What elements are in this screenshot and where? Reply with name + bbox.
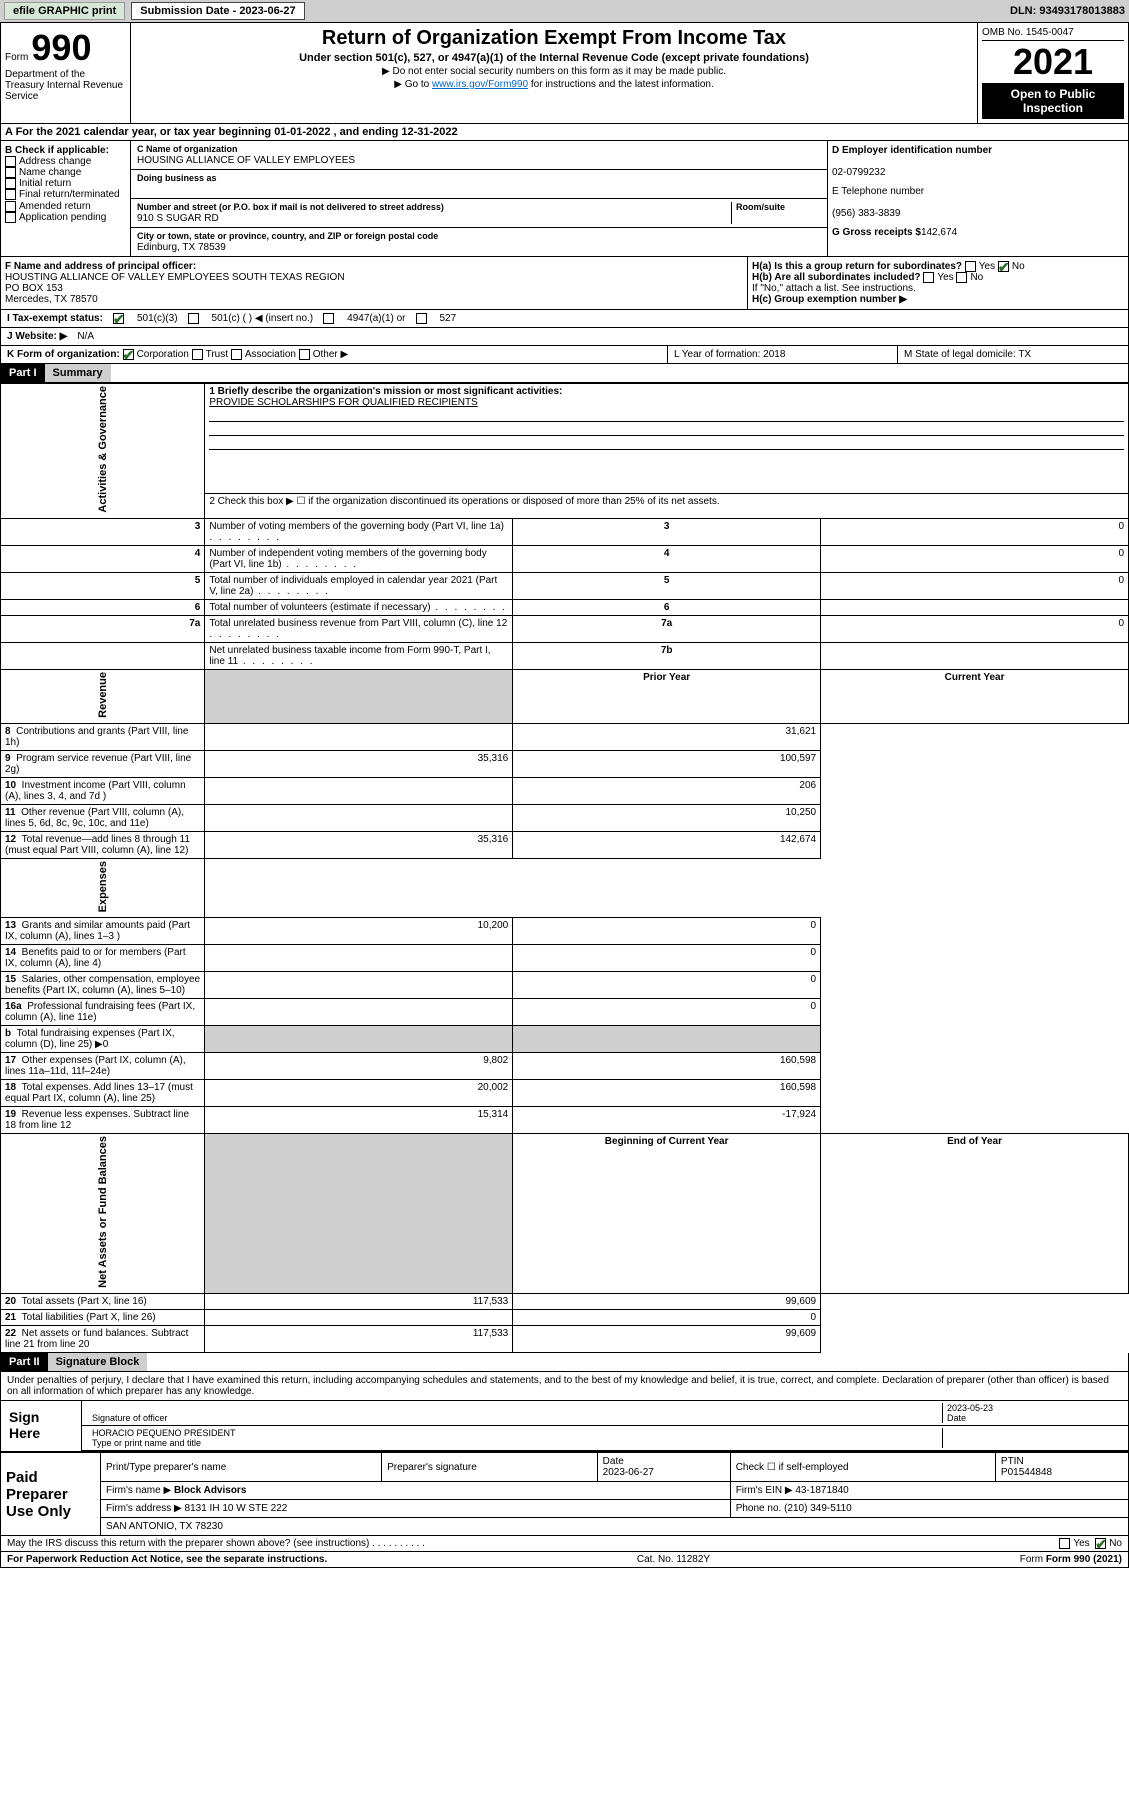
line2: 2 Check this box ▶ ☐ if the organization… xyxy=(205,493,1129,518)
i-501c3[interactable] xyxy=(113,313,124,324)
ha-label: H(a) Is this a group return for subordin… xyxy=(752,261,962,272)
summary-table: Activities & Governance 1 Briefly descri… xyxy=(0,383,1129,1353)
sign-date: 2023-05-23 xyxy=(947,1403,993,1413)
row-fh: F Name and address of principal officer:… xyxy=(0,257,1129,310)
ptin: P01544848 xyxy=(1001,1467,1052,1478)
form-title: Return of Organization Exempt From Incom… xyxy=(135,27,973,50)
hb-no[interactable] xyxy=(956,272,967,283)
col-d: D Employer identification number02-07992… xyxy=(828,141,1128,256)
org-city: Edinburg, TX 78539 xyxy=(137,242,226,253)
year-formation: L Year of formation: 2018 xyxy=(668,346,898,363)
efile-btn[interactable]: efile GRAPHIC print xyxy=(4,2,125,20)
col-b-label: B Check if applicable: xyxy=(5,145,109,156)
topbar: efile GRAPHIC print Submission Date - 20… xyxy=(0,0,1129,22)
checkbox-addr[interactable] xyxy=(5,156,16,167)
sect-exp: Expenses xyxy=(97,861,109,912)
officer-label: F Name and address of principal officer: xyxy=(5,261,196,272)
part1-header: Part I Summary xyxy=(0,364,1129,383)
hc-label: H(c) Group exemption number ▶ xyxy=(752,294,907,305)
telephone: (956) 383-3839 xyxy=(832,208,900,219)
omb: OMB No. 1545-0047 xyxy=(982,27,1124,41)
col-prior: Prior Year xyxy=(513,669,821,723)
ha-yes[interactable] xyxy=(965,261,976,272)
note-ssn: ▶ Do not enter social security numbers o… xyxy=(135,66,973,77)
col-c: C Name of organizationHOUSING ALLIANCE O… xyxy=(131,141,828,256)
col-beg: Beginning of Current Year xyxy=(513,1134,821,1294)
irs-link[interactable]: www.irs.gov/Form990 xyxy=(432,79,528,90)
tax-year: 2021 xyxy=(982,41,1124,83)
col-b: B Check if applicable: Address change Na… xyxy=(1,141,131,256)
preparer-table: Paid Preparer Use Only Print/Type prepar… xyxy=(0,1452,1129,1536)
k-trust[interactable] xyxy=(192,349,203,360)
row-k: K Form of organization: Corporation Trus… xyxy=(0,346,1129,364)
mission-label: 1 Briefly describe the organization's mi… xyxy=(209,386,562,397)
officer-val: HOUSTING ALLIANCE OF VALLEY EMPLOYEES SO… xyxy=(5,272,345,305)
dln: DLN: 93493178013883 xyxy=(1010,5,1125,17)
cat-no: Cat. No. 11282Y xyxy=(637,1554,710,1565)
row-i: I Tax-exempt status: 501(c)(3) 501(c) ( … xyxy=(0,310,1129,328)
form-footer: Form 990 (2021) xyxy=(1046,1554,1122,1565)
form-prefix: Form xyxy=(5,52,28,63)
checkbox-amended[interactable] xyxy=(5,201,16,212)
sign-block: Sign Here Signature of officer2023-05-23… xyxy=(0,1401,1129,1452)
firm-addr: 8131 IH 10 W STE 222 xyxy=(185,1503,288,1514)
ha-no[interactable] xyxy=(998,261,1009,272)
officer-name: HORACIO PEQUENO PRESIDENT xyxy=(92,1428,236,1438)
i-4947[interactable] xyxy=(323,313,334,324)
form-subtitle: Under section 501(c), 527, or 4947(a)(1)… xyxy=(135,52,973,64)
row-a: A For the 2021 calendar year, or tax yea… xyxy=(0,124,1129,141)
checkbox-initial[interactable] xyxy=(5,178,16,189)
hb-label: H(b) Are all subordinates included? xyxy=(752,272,921,283)
website: N/A xyxy=(77,331,94,342)
checkbox-final[interactable] xyxy=(5,189,16,200)
k-other[interactable] xyxy=(299,349,310,360)
prep-label: Paid Preparer Use Only xyxy=(1,1453,101,1536)
row-j: J Website: ▶ N/A xyxy=(0,328,1129,346)
i-527[interactable] xyxy=(416,313,427,324)
footer: For Paperwork Reduction Act Notice, see … xyxy=(0,1552,1129,1568)
prep-date: 2023-06-27 xyxy=(603,1467,654,1478)
checkbox-name[interactable] xyxy=(5,167,16,178)
firm-phone: (210) 349-5110 xyxy=(784,1503,852,1514)
firm-name: Block Advisors xyxy=(174,1485,246,1496)
firm-ein: 43-1871840 xyxy=(795,1485,848,1496)
org-addr: 910 S SUGAR RD xyxy=(137,213,219,224)
note-link: ▶ Go to www.irs.gov/Form990 for instruct… xyxy=(135,79,973,90)
sect-rev: Revenue xyxy=(97,672,109,718)
sect-net: Net Assets or Fund Balances xyxy=(97,1136,109,1288)
gross-receipts: 142,674 xyxy=(921,227,957,238)
discuss-yes[interactable] xyxy=(1059,1538,1070,1549)
form-header: Form 990 Department of the Treasury Inte… xyxy=(0,22,1129,124)
dept: Department of the Treasury Internal Reve… xyxy=(5,69,126,102)
firm-addr2: SAN ANTONIO, TX 78230 xyxy=(101,1518,1129,1536)
open-public: Open to Public Inspection xyxy=(982,83,1124,119)
submission-date: Submission Date - 2023-06-27 xyxy=(131,2,304,20)
sign-here: Sign Here xyxy=(1,1401,81,1451)
sect-gov: Activities & Governance xyxy=(97,386,109,513)
part2-header: Part II Signature Block xyxy=(0,1353,1129,1372)
k-assoc[interactable] xyxy=(231,349,242,360)
form-number: 990 xyxy=(31,27,91,68)
discuss-no[interactable] xyxy=(1095,1538,1106,1549)
checkbox-app[interactable] xyxy=(5,212,16,223)
hb-yes[interactable] xyxy=(923,272,934,283)
state-domicile: M State of legal domicile: TX xyxy=(898,346,1128,363)
k-corp[interactable] xyxy=(123,349,134,360)
i-501c[interactable] xyxy=(188,313,199,324)
org-name: HOUSING ALLIANCE OF VALLEY EMPLOYEES xyxy=(137,155,355,166)
ein: 02-0799232 xyxy=(832,167,885,178)
col-end: End of Year xyxy=(821,1134,1129,1294)
col-curr: Current Year xyxy=(821,669,1129,723)
declaration: Under penalties of perjury, I declare th… xyxy=(0,1372,1129,1401)
discuss-row: May the IRS discuss this return with the… xyxy=(0,1536,1129,1552)
mission-text: PROVIDE SCHOLARSHIPS FOR QUALIFIED RECIP… xyxy=(209,397,477,408)
section-bcd: B Check if applicable: Address change Na… xyxy=(0,141,1129,257)
